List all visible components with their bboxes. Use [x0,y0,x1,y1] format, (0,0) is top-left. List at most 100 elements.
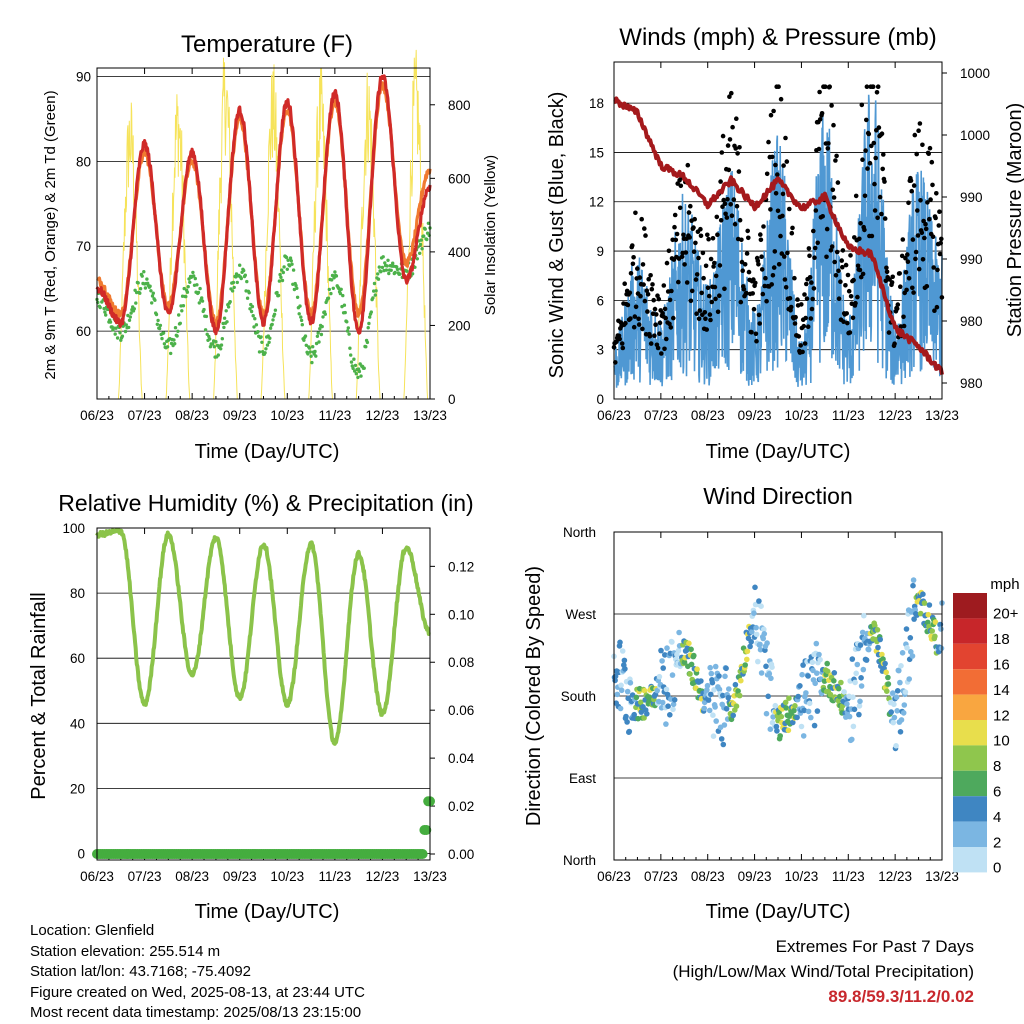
gust-point [908,178,914,183]
gust-point [677,205,683,211]
direction-point [712,704,718,710]
direction-title: Wind Direction [703,483,853,509]
direction-point [910,577,917,583]
direction-point [795,693,801,700]
gust-point [764,171,770,177]
location-text: Location: Glenfield [30,922,155,939]
gust-point [686,210,692,215]
direction-plot-area [611,577,945,752]
direction-point [894,708,900,714]
dewpoint-point [280,278,285,283]
x-tick-label: 07/23 [128,869,162,884]
direction-point [911,616,917,622]
direction-point [853,670,859,677]
rh-line [95,527,432,746]
gust-point [740,268,745,274]
gust-point [847,330,853,335]
direction-point [900,710,907,716]
legend-swatch [953,618,987,644]
direction-point [763,710,770,717]
dewpoint-point [182,286,186,291]
direction-point [838,679,844,686]
temperature-plot-area [95,49,432,400]
station-info: Location: Glenfield Station elevation: 2… [30,921,365,1024]
dewpoint-point [243,273,247,277]
gust-point [689,288,695,294]
gust-point [835,180,841,185]
direction-point [764,640,770,646]
y-tick-label: 20 [70,781,85,796]
gust-point [787,206,792,212]
direction-point [801,707,807,714]
gust-point [813,208,819,213]
dewpoint-point [371,296,375,300]
direction-point [747,643,753,650]
dewpoint-point [200,299,205,303]
gust-point [809,306,815,312]
direction-point [907,635,914,641]
gust-point [664,336,669,342]
gust-point [641,282,646,287]
dewpoint-point [248,307,252,311]
dewpoint-point [415,257,419,261]
gust-point [884,265,889,271]
gust-point [729,213,735,218]
gust-point [879,211,884,217]
gust-point [875,84,881,89]
gust-point [860,157,865,162]
gust-point [770,273,776,278]
gust-point [701,275,706,281]
dewpoint-point [299,318,304,323]
dewpoint-point [376,272,380,276]
gust-point [901,323,907,329]
temperature-y-ticks: 60 70 80 90 [76,69,91,339]
gust-point [869,233,875,239]
direction-point [681,659,688,665]
direction-point [768,675,774,682]
legend-label: 2 [993,834,1001,851]
direction-point [891,714,898,721]
gust-point [737,217,743,223]
direction-point [638,699,644,706]
dewpoint-point [327,287,331,292]
x-tick-label: 13/23 [925,869,959,884]
direction-point [667,712,673,718]
gust-point [800,349,805,355]
dewpoint-point [307,346,312,350]
dewpoint-point [372,281,377,286]
dewpoint-point [368,315,372,319]
gust-point [937,209,942,214]
direction-point [716,686,723,693]
gust-point [730,124,735,130]
gust-point [654,312,659,317]
gust-point [795,297,800,302]
dewpoint-point [134,301,138,305]
direction-point [897,729,904,735]
dewpoint-point [376,277,381,281]
gust-point [614,339,619,344]
gust-point [811,228,816,234]
y2-tick-label: 600 [448,171,471,186]
direction-frame [613,531,943,861]
gust-point [778,233,783,239]
direction-point [809,659,816,666]
gust-point [768,112,774,118]
direction-point [757,641,763,648]
gust-point [700,250,706,256]
gust-point [731,197,737,202]
dewpoint-point [186,285,190,289]
direction-point [723,665,729,672]
gust-point [673,237,679,243]
gust-point [776,84,781,89]
dewpoint-point [252,325,256,329]
extremes-values: 89.8/59.3/11.2/0.02 [828,987,974,1006]
gust-point [871,140,877,146]
legend-swatch [953,847,987,873]
direction-point [803,690,809,696]
humidity-title: Relative Humidity (%) & Precipitation (i… [58,490,473,516]
wind-plot-area [611,84,945,388]
gust-point [672,212,678,218]
direction-point [742,662,748,668]
gust-point [812,255,817,260]
y2-tick-label: 990 [960,190,983,205]
